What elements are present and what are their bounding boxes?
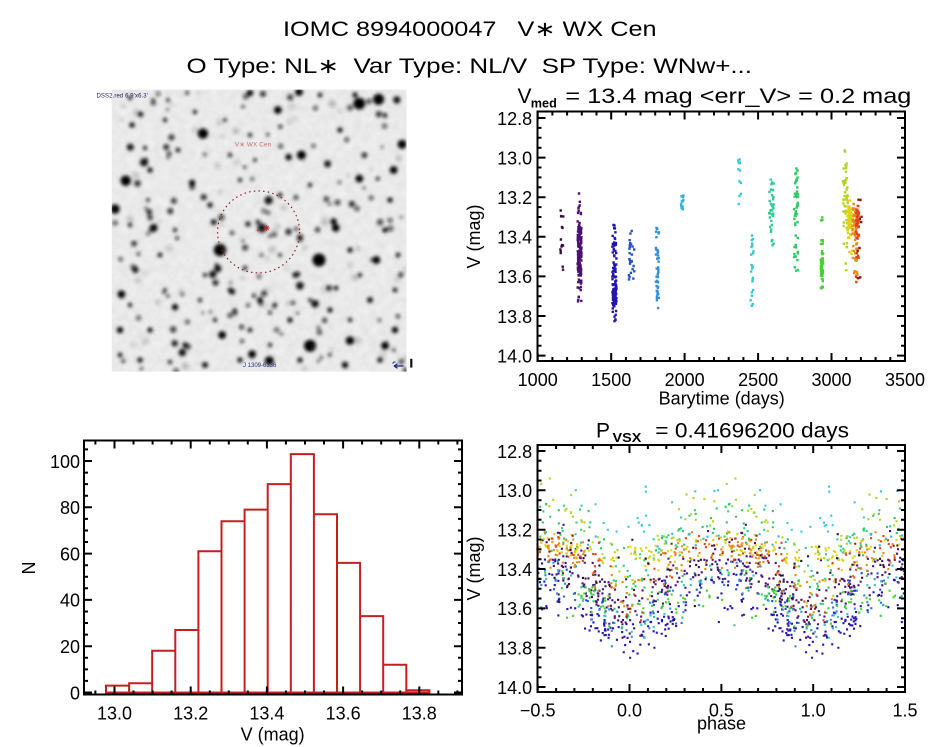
svg-text:3000: 3000 bbox=[811, 370, 851, 390]
svg-text:V (mag): V (mag) bbox=[464, 204, 484, 268]
svg-text:100: 100 bbox=[50, 452, 80, 472]
svg-text:13.6: 13.6 bbox=[326, 704, 361, 724]
svg-text:40: 40 bbox=[60, 591, 80, 611]
svg-text:13.0: 13.0 bbox=[497, 481, 532, 501]
svg-text:14.0: 14.0 bbox=[497, 678, 532, 698]
svg-text:3500: 3500 bbox=[885, 370, 925, 390]
svg-text:13.4: 13.4 bbox=[497, 560, 532, 580]
svg-text:13.4: 13.4 bbox=[497, 228, 532, 248]
svg-text:12.8: 12.8 bbox=[497, 109, 532, 129]
svg-text:= 13.4 mag <err_V> = 0.2 mag: = 13.4 mag <err_V> = 0.2 mag bbox=[565, 85, 911, 108]
svg-text:VSX: VSX bbox=[613, 430, 642, 445]
svg-text:IOMC 8994000047 V∗ WX Cen: IOMC 8994000047 V∗ WX Cen bbox=[283, 18, 657, 41]
svg-text:1.0: 1.0 bbox=[801, 701, 826, 721]
svg-text:phase: phase bbox=[697, 714, 746, 734]
svg-text:13.6: 13.6 bbox=[497, 267, 532, 287]
svg-text:N: N bbox=[19, 562, 39, 575]
svg-text:13.8: 13.8 bbox=[497, 307, 532, 327]
svg-text:J 1309-6336: J 1309-6336 bbox=[243, 363, 277, 369]
svg-text:1000: 1000 bbox=[518, 370, 558, 390]
svg-text:20: 20 bbox=[60, 637, 80, 657]
svg-text:= 0.41696200 days: = 0.41696200 days bbox=[655, 420, 849, 443]
svg-text:14.0: 14.0 bbox=[497, 346, 532, 366]
svg-text:12.8: 12.8 bbox=[497, 442, 532, 462]
svg-text:V (mag): V (mag) bbox=[464, 536, 484, 600]
svg-text:2000: 2000 bbox=[665, 370, 705, 390]
svg-text:13.8: 13.8 bbox=[497, 639, 532, 659]
svg-text:1500: 1500 bbox=[591, 370, 631, 390]
svg-text:O Type: NL∗ Var Type: NL/V S: O Type: NL∗ Var Type: NL/V SP Type: WNw+… bbox=[187, 55, 753, 78]
svg-text:V: V bbox=[518, 85, 532, 108]
svg-text:V∗ WX Cen: V∗ WX Cen bbox=[235, 142, 272, 149]
svg-text:13.0: 13.0 bbox=[97, 704, 132, 724]
svg-text:13.2: 13.2 bbox=[497, 188, 532, 208]
svg-text:V (mag): V (mag) bbox=[241, 725, 305, 745]
svg-text:1.5: 1.5 bbox=[892, 701, 917, 721]
svg-text:2500: 2500 bbox=[738, 370, 778, 390]
svg-text:−0.5: −0.5 bbox=[520, 701, 556, 721]
svg-text:13.6: 13.6 bbox=[497, 599, 532, 619]
svg-text:13.2: 13.2 bbox=[497, 521, 532, 541]
svg-text:13.4: 13.4 bbox=[249, 704, 284, 724]
svg-text:0.0: 0.0 bbox=[617, 701, 642, 721]
svg-text:13.0: 13.0 bbox=[497, 148, 532, 168]
svg-text:0.5: 0.5 bbox=[709, 701, 734, 721]
svg-text:0: 0 bbox=[70, 683, 80, 703]
svg-text:80: 80 bbox=[60, 498, 80, 518]
svg-text:P: P bbox=[596, 420, 610, 443]
svg-text:13.2: 13.2 bbox=[173, 704, 208, 724]
svg-text:med: med bbox=[531, 96, 557, 111]
svg-text:60: 60 bbox=[60, 544, 80, 564]
svg-text:DSS2.red 6.9'x6.3': DSS2.red 6.9'x6.3' bbox=[97, 94, 148, 100]
svg-text:Barytime (days): Barytime (days) bbox=[659, 389, 785, 409]
svg-text:13.8: 13.8 bbox=[402, 704, 437, 724]
